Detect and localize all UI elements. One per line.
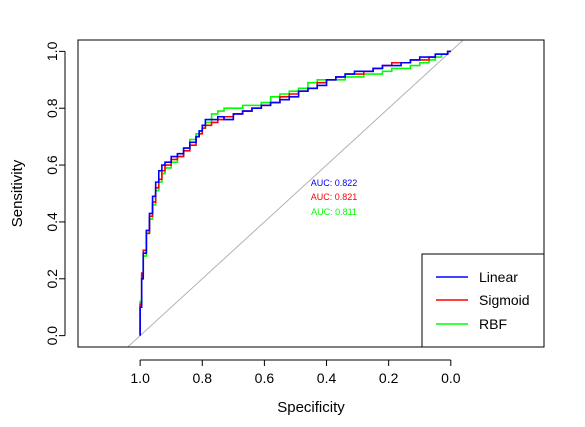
y-tick-label: 1.0 — [44, 41, 60, 61]
x-tick-label: 0.8 — [193, 370, 213, 386]
legend: Linear Sigmoid RBF — [421, 253, 545, 348]
axes: 1.0 0.8 0.6 0.4 0.2 0.0 0.0 0.2 0.4 0.6 0.8 1.0 — [44, 39, 545, 386]
legend-label-linear: Linear — [479, 269, 518, 285]
y-axis-label: Sensitivity — [9, 159, 26, 227]
series-line-rbf — [139, 50, 451, 336]
x-tick-label: 1.0 — [130, 370, 150, 386]
x-axis-label: Specificity — [277, 399, 345, 416]
auc-annotations: AUC: 0.822 AUC: 0.821 AUC: 0.811 — [311, 178, 358, 217]
auc-label-sigmoid: AUC: 0.821 — [311, 192, 358, 202]
legend-label-rbf: RBF — [479, 316, 507, 332]
x-tick-label: 0.4 — [317, 370, 337, 386]
plot-area — [126, 40, 464, 347]
auc-label-linear: AUC: 0.822 — [311, 178, 358, 188]
x-tick-label: 0.6 — [255, 370, 275, 386]
plot-frame — [77, 39, 545, 348]
x-tick-label: 0.2 — [379, 370, 399, 386]
chart-text: Specificity Sensitivity — [9, 159, 345, 416]
x-tick-label: 0.0 — [441, 370, 461, 386]
y-tick-label: 0.4 — [44, 212, 60, 232]
legend-label-sigmoid: Sigmoid — [479, 292, 530, 308]
series-line-linear — [139, 50, 451, 336]
auc-label-rbf: AUC: 0.811 — [311, 207, 357, 217]
y-tick-label: 0.6 — [44, 155, 60, 175]
y-tick-label: 0.8 — [44, 98, 60, 118]
y-tick-label: 0.0 — [44, 326, 60, 346]
reference-diagonal-line — [126, 40, 464, 347]
y-tick-label: 0.2 — [44, 269, 60, 289]
